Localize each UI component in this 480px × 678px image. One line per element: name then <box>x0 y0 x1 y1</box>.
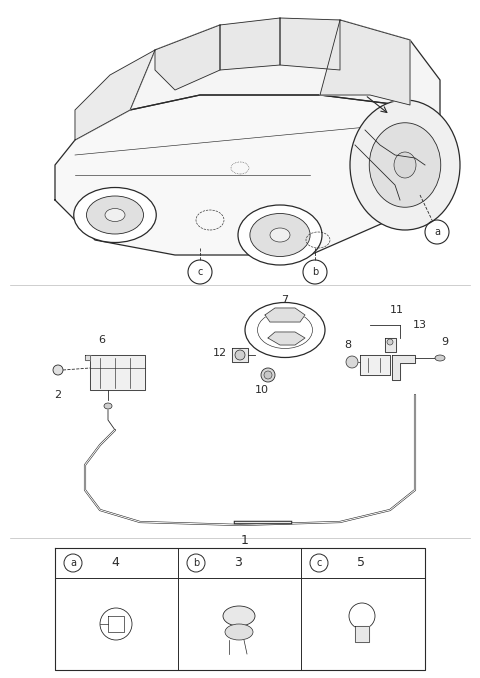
Polygon shape <box>90 355 145 390</box>
Text: a: a <box>70 558 76 568</box>
Ellipse shape <box>270 228 290 242</box>
Ellipse shape <box>74 188 156 243</box>
Ellipse shape <box>369 123 441 207</box>
Ellipse shape <box>223 606 255 626</box>
Text: 9: 9 <box>442 337 449 347</box>
Circle shape <box>53 365 63 375</box>
Text: a: a <box>434 227 440 237</box>
Text: 3: 3 <box>234 557 242 570</box>
Circle shape <box>264 371 272 379</box>
Circle shape <box>261 368 275 382</box>
Text: b: b <box>312 267 318 277</box>
Ellipse shape <box>104 403 112 409</box>
Polygon shape <box>155 25 220 90</box>
Ellipse shape <box>105 209 125 222</box>
Polygon shape <box>360 355 390 375</box>
Text: c: c <box>316 558 322 568</box>
Text: 11: 11 <box>390 305 404 315</box>
Polygon shape <box>265 308 305 322</box>
Polygon shape <box>392 355 415 380</box>
Ellipse shape <box>225 624 253 640</box>
Text: 1: 1 <box>241 534 249 546</box>
Polygon shape <box>268 332 305 345</box>
Text: 13: 13 <box>413 320 427 330</box>
Ellipse shape <box>238 205 322 265</box>
Polygon shape <box>280 18 340 70</box>
Text: c: c <box>197 267 203 277</box>
Polygon shape <box>55 95 440 255</box>
Polygon shape <box>85 355 90 360</box>
Circle shape <box>387 339 393 345</box>
Text: 2: 2 <box>54 390 61 400</box>
Text: 7: 7 <box>281 295 288 305</box>
Ellipse shape <box>250 214 310 256</box>
Polygon shape <box>75 50 155 140</box>
Ellipse shape <box>435 355 445 361</box>
Polygon shape <box>320 20 410 105</box>
Text: 10: 10 <box>255 385 269 395</box>
Polygon shape <box>130 20 440 130</box>
Text: 6: 6 <box>98 335 106 345</box>
Ellipse shape <box>394 152 416 178</box>
Text: 8: 8 <box>345 340 351 350</box>
Polygon shape <box>385 338 396 352</box>
Polygon shape <box>355 626 369 642</box>
Text: 4: 4 <box>111 557 119 570</box>
Text: 5: 5 <box>357 557 365 570</box>
Text: 12: 12 <box>213 348 227 358</box>
Ellipse shape <box>350 100 460 230</box>
Polygon shape <box>220 18 280 70</box>
Ellipse shape <box>86 196 144 234</box>
Polygon shape <box>232 348 248 362</box>
Text: b: b <box>193 558 199 568</box>
Circle shape <box>235 350 245 360</box>
Circle shape <box>346 356 358 368</box>
